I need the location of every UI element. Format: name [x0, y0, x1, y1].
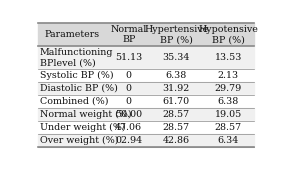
Bar: [38, 134, 254, 147]
Text: 6.38: 6.38: [218, 97, 239, 106]
Text: Hypertensive
BP (%): Hypertensive BP (%): [144, 25, 209, 44]
Text: 28.57: 28.57: [163, 110, 190, 119]
Text: 47.06: 47.06: [115, 123, 142, 132]
Text: Parameters: Parameters: [45, 30, 100, 39]
Text: 42.86: 42.86: [163, 136, 190, 145]
Text: 50.00: 50.00: [115, 110, 142, 119]
Bar: [38, 69, 254, 82]
Text: Systolic BP (%): Systolic BP (%): [40, 71, 113, 80]
Text: Diastolic BP (%): Diastolic BP (%): [40, 84, 117, 93]
Text: Under weight (%): Under weight (%): [40, 123, 125, 132]
Text: Hypotensive
BP (%): Hypotensive BP (%): [198, 25, 258, 44]
Text: Over weight (%): Over weight (%): [40, 136, 118, 145]
Text: Combined (%): Combined (%): [40, 97, 108, 106]
Text: 51.13: 51.13: [115, 53, 142, 62]
Text: 28.57: 28.57: [215, 123, 242, 132]
Text: 28.57: 28.57: [163, 123, 190, 132]
Text: Normal
BP: Normal BP: [111, 25, 147, 44]
Text: 6.38: 6.38: [166, 71, 187, 80]
Text: 35.34: 35.34: [163, 53, 190, 62]
Text: 13.53: 13.53: [215, 53, 242, 62]
Text: 0: 0: [126, 97, 132, 106]
Text: Malfunctioning
BPlevel (%): Malfunctioning BPlevel (%): [40, 48, 113, 67]
Bar: [38, 23, 254, 46]
Bar: [38, 108, 254, 121]
Bar: [38, 82, 254, 95]
Text: 31.92: 31.92: [163, 84, 190, 93]
Text: 02.94: 02.94: [115, 136, 142, 145]
Bar: [38, 95, 254, 108]
Text: 61.70: 61.70: [163, 97, 190, 106]
Text: 29.79: 29.79: [215, 84, 242, 93]
Text: Normal weight (%): Normal weight (%): [40, 110, 131, 119]
Text: 0: 0: [126, 71, 132, 80]
Bar: [38, 46, 254, 69]
Text: 6.34: 6.34: [218, 136, 239, 145]
Bar: [38, 121, 254, 134]
Text: 19.05: 19.05: [215, 110, 242, 119]
Text: 2.13: 2.13: [218, 71, 239, 80]
Text: 0: 0: [126, 84, 132, 93]
